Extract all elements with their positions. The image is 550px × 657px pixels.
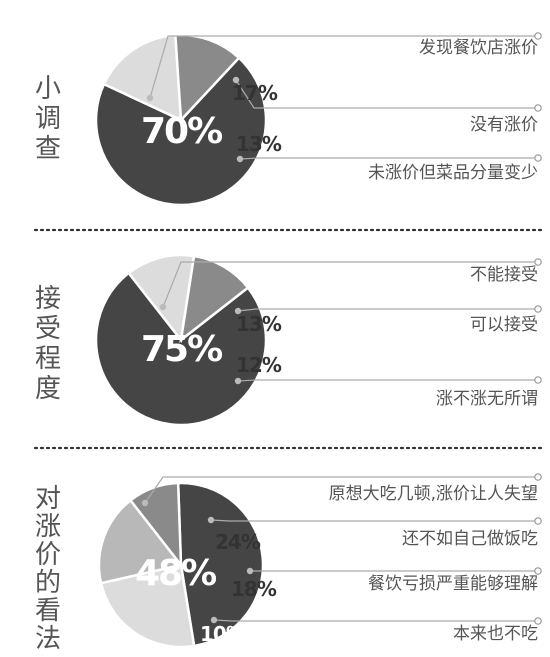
leader-dot <box>232 76 240 84</box>
pie-slice <box>179 254 250 343</box>
data-label: 12% <box>236 353 282 377</box>
leader-dot <box>234 377 242 385</box>
leader-end-dot <box>534 517 542 525</box>
chart-title-char: 涨 <box>35 512 61 542</box>
data-label: 70% <box>141 111 222 152</box>
legend-label: 餐饮亏损严重能够理解 <box>368 574 538 594</box>
chart-title: 小调查 <box>35 74 61 164</box>
leader-dot <box>146 94 154 102</box>
leader-end-dot <box>534 376 542 384</box>
leader-line <box>237 379 538 382</box>
data-label: 75% <box>141 329 222 370</box>
leader-line <box>213 619 538 622</box>
data-label: 13% <box>236 132 282 156</box>
leader-dot <box>159 303 167 311</box>
data-label: 48% <box>135 553 216 594</box>
chart-title-char: 接 <box>35 284 61 314</box>
leader-dot <box>236 155 244 163</box>
legend-label: 不能接受 <box>470 265 538 285</box>
leader-line <box>237 308 538 312</box>
leader-end-dot <box>534 305 542 313</box>
leader-line <box>144 476 538 504</box>
data-label: 17% <box>232 81 278 105</box>
legend-label: 没有涨价 <box>470 115 538 135</box>
data-label: 18% <box>231 577 277 601</box>
legend-label: 原想大吃几顿,涨价让人失望 <box>329 484 538 504</box>
leader-end-dot <box>534 258 542 266</box>
leader-line <box>149 35 538 99</box>
leader-dot <box>246 567 254 575</box>
chart-title-char: 看 <box>35 596 61 626</box>
leader-end-dot <box>534 104 542 112</box>
chart-title-char: 程 <box>35 344 61 374</box>
legend-label: 可以接受 <box>470 315 538 335</box>
leader-dot <box>207 516 215 524</box>
chart-title-char: 受 <box>35 314 61 344</box>
data-label: 13% <box>236 312 282 336</box>
leader-line <box>210 519 538 522</box>
pie-slice <box>94 271 268 427</box>
leader-end-dot <box>534 32 542 40</box>
data-label: 10% <box>200 622 246 646</box>
chart-title-char: 对 <box>35 484 61 514</box>
section-dividers <box>33 228 544 450</box>
pie-slice <box>97 498 184 585</box>
data-label: 24% <box>215 530 261 554</box>
chart-title-char: 度 <box>35 374 61 404</box>
chart-title-char: 的 <box>35 568 61 598</box>
legend-label: 未涨价但菜品分量变少 <box>368 163 538 183</box>
pie-slice <box>126 253 196 344</box>
leader-end-dot <box>534 154 542 162</box>
leader-dot <box>210 616 218 624</box>
leader-line <box>239 157 538 160</box>
leader-line <box>162 261 538 308</box>
leader-dot <box>234 307 242 315</box>
chart-title-char: 价 <box>35 540 61 570</box>
pie-slice <box>174 33 241 123</box>
leader-end-dot <box>534 473 542 481</box>
chart-title-char: 法 <box>35 624 61 654</box>
legend-label: 本来也不吃 <box>453 624 538 644</box>
legend-label: 还不如自己做饭吃 <box>402 529 538 549</box>
leader-end-dot <box>534 617 542 625</box>
legend-label: 发现餐饮店涨价 <box>419 38 538 58</box>
leader-dot <box>141 499 149 507</box>
leader-end-dot <box>534 567 542 575</box>
chart-title-char: 小 <box>35 74 61 104</box>
pie-slice <box>99 563 196 649</box>
chart-title-char: 调 <box>35 104 61 134</box>
chart-title-char: 查 <box>35 134 61 164</box>
legend-label: 涨不涨无所谓 <box>436 389 538 409</box>
leader-line <box>235 79 538 109</box>
pie-slice <box>94 56 268 207</box>
pie-slice <box>176 481 265 648</box>
